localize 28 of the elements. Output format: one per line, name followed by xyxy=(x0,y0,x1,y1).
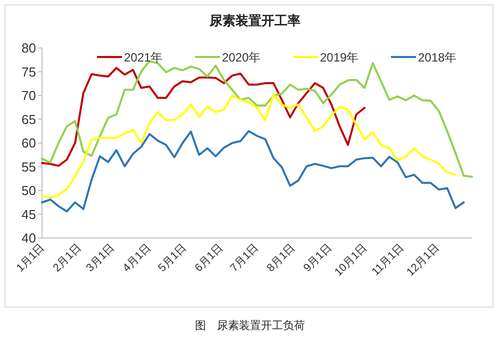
x-tick-label: 9月1日 xyxy=(301,242,334,274)
y-tick-label: 80 xyxy=(22,40,36,56)
line-series xyxy=(41,66,366,167)
x-tick-label: 11月1日 xyxy=(370,242,406,278)
x-tick-label: 8月1日 xyxy=(264,242,298,274)
x-tick-label: 12月1日 xyxy=(404,242,442,279)
x-tick-label: 2月1日 xyxy=(51,242,84,274)
text: 图 尿素装置开工负荷 xyxy=(195,319,305,332)
x-tick-label: 7月1日 xyxy=(228,242,261,274)
legend-label: 2019年 xyxy=(320,50,359,64)
line-series xyxy=(41,130,465,212)
x-tick-label: 6月1日 xyxy=(192,242,226,274)
x-tick-label: 4月1日 xyxy=(120,242,154,274)
y-tick-label: 55 xyxy=(22,159,36,174)
chart-title: 尿素装置开工率 xyxy=(208,13,300,28)
legend-label: 2021年 xyxy=(124,50,163,64)
y-tick-label: 65 xyxy=(22,112,36,127)
legend-label: 2020年 xyxy=(222,50,261,64)
y-tick-label: 75 xyxy=(22,64,36,80)
y-tick-label: 50 xyxy=(22,183,36,198)
legend-label: 2018年 xyxy=(418,50,457,64)
x-tick-label: 10月1日 xyxy=(332,242,370,279)
line-series xyxy=(41,94,456,200)
y-tick-label: 70 xyxy=(22,88,36,103)
x-tick-label: 5月1日 xyxy=(156,242,189,274)
x-tick-label: 3月1日 xyxy=(84,242,117,274)
y-tick-label: 45 xyxy=(22,206,36,222)
y-tick-label: 60 xyxy=(22,136,36,150)
